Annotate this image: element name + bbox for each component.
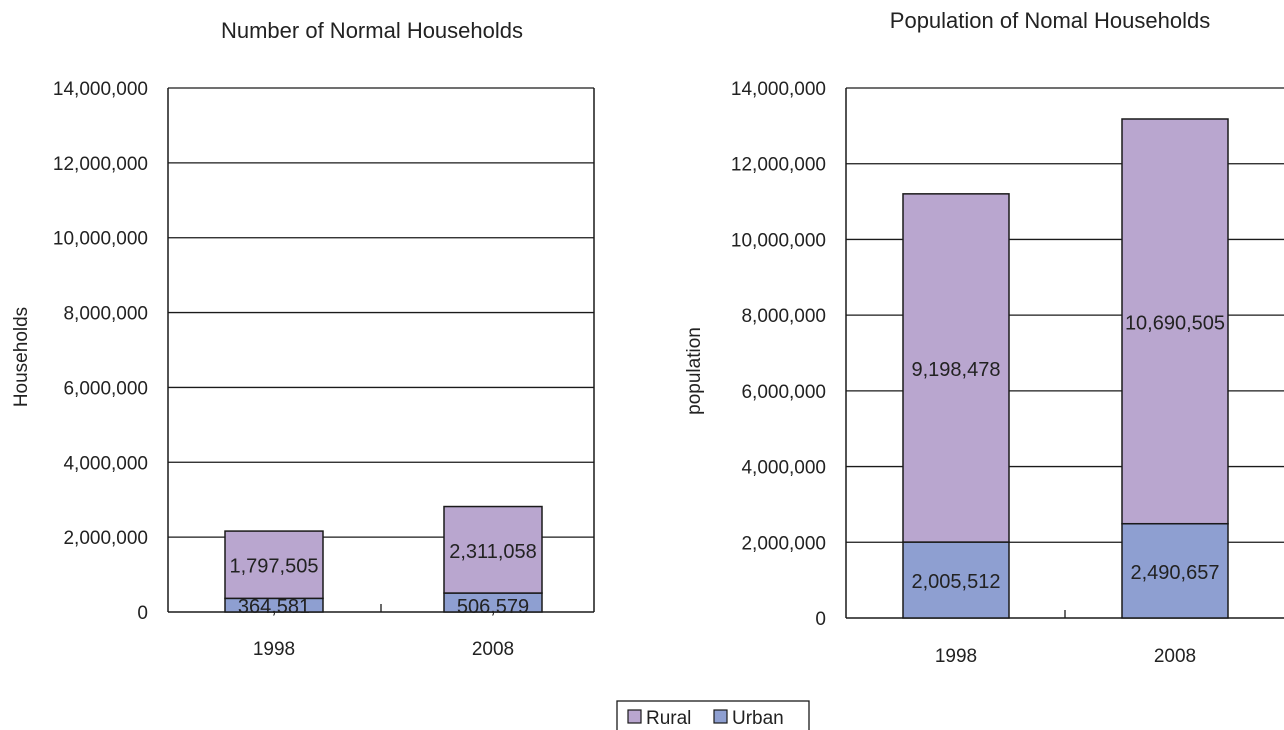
- chart-population: 0 2,000,000 4,000,000 6,000,000 8,000,000 10,…: [684, 8, 1284, 667]
- legend-label-rural: Rural: [646, 708, 691, 729]
- x-category-label: 2008: [1154, 646, 1196, 667]
- chart-households: 0 2,000,000 4,000,000 6,000,000 8,000,000 10,…: [11, 18, 595, 660]
- bar-rural-1998: [902, 193, 1010, 543]
- x-category-label: 2008: [472, 639, 514, 660]
- y-tick-label: 14,000,000: [731, 79, 826, 100]
- bar-rural-1998: [224, 530, 324, 600]
- bar-rural-2008: [1121, 118, 1229, 525]
- y-tick-label: 8,000,000: [741, 306, 826, 327]
- bar-urban-1998: [902, 541, 1010, 619]
- data-label-rural-2008: 2,311,058: [449, 541, 537, 563]
- data-label-urban-1998: 364,581: [238, 596, 310, 618]
- y-tick-label: 12,000,000: [731, 155, 826, 176]
- y-tick-label: 4,000,000: [741, 458, 826, 479]
- y-tick-label: 14,000,000: [53, 79, 148, 100]
- chart-title: Population of Nomal Households: [890, 8, 1210, 33]
- y-tick-label: 4,000,000: [63, 453, 148, 474]
- y-tick-label: 12,000,000: [53, 154, 148, 175]
- y-tick-label: 10,000,000: [731, 230, 826, 251]
- y-tick-label: 6,000,000: [63, 378, 148, 399]
- y-tick-label: 10,000,000: [53, 229, 148, 250]
- y-tick-label: 0: [137, 603, 148, 624]
- y-axis-title: Households: [11, 307, 32, 407]
- y-tick-label: 8,000,000: [63, 304, 148, 325]
- bar-rural-2008: [443, 505, 543, 594]
- y-axis-title: population: [684, 327, 705, 415]
- data-label-urban-2008: 2,490,657: [1131, 562, 1220, 584]
- legend-box: [616, 700, 810, 730]
- legend-label-urban: Urban: [732, 708, 784, 729]
- data-label-rural-1998: 1,797,505: [230, 556, 319, 578]
- legend-swatch-rural: [627, 709, 642, 724]
- bar-urban-2008: [1121, 522, 1229, 619]
- x-category-label: 1998: [935, 646, 977, 667]
- y-tick-label: 2,000,000: [741, 533, 826, 554]
- legend-swatch-urban: [713, 709, 728, 724]
- x-category-label: 1998: [253, 639, 295, 660]
- y-tick-label: 6,000,000: [741, 382, 826, 403]
- data-label-rural-1998: 9,198,478: [912, 359, 1001, 381]
- legend: Rural Urban: [616, 700, 810, 730]
- data-label-urban-1998: 2,005,512: [912, 571, 1001, 593]
- y-tick-label: 0: [815, 609, 826, 630]
- data-label-rural-2008: 10,690,505: [1125, 312, 1225, 334]
- data-label-urban-2008: 506,579: [457, 596, 529, 618]
- chart-title: Number of Normal Households: [221, 18, 523, 43]
- y-tick-label: 2,000,000: [63, 528, 148, 549]
